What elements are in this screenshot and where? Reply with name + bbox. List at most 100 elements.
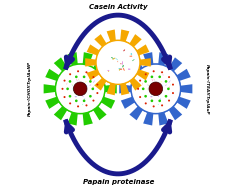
Circle shape [75,76,78,78]
Ellipse shape [72,84,74,87]
Circle shape [151,76,153,78]
Ellipse shape [170,84,171,85]
Ellipse shape [157,95,159,97]
Ellipse shape [68,73,71,74]
Ellipse shape [169,86,170,88]
Polygon shape [44,52,117,125]
Circle shape [69,102,71,104]
Circle shape [168,76,170,78]
Text: Papain proteinase: Papain proteinase [83,179,154,185]
Circle shape [66,88,69,90]
Ellipse shape [161,85,163,87]
Circle shape [172,84,174,86]
Ellipse shape [112,58,115,60]
Ellipse shape [154,78,155,81]
Circle shape [139,80,141,82]
Ellipse shape [93,80,95,83]
Circle shape [145,102,147,104]
Circle shape [69,73,71,75]
Circle shape [63,96,66,98]
Ellipse shape [142,83,143,85]
Circle shape [63,80,66,82]
Circle shape [165,80,167,83]
Circle shape [77,105,79,107]
Circle shape [69,95,71,98]
Circle shape [85,104,88,106]
Circle shape [83,99,85,102]
Circle shape [89,95,92,98]
Text: Papain-[CHO][Trp]AuNP: Papain-[CHO][Trp]AuNP [28,61,32,116]
Ellipse shape [152,79,153,81]
Ellipse shape [111,57,113,59]
Ellipse shape [78,78,79,81]
Text: Casein Activity: Casein Activity [89,4,148,10]
Ellipse shape [82,95,84,97]
Ellipse shape [147,84,149,87]
Circle shape [144,80,147,83]
Circle shape [161,104,163,106]
Circle shape [89,80,92,83]
Circle shape [96,84,98,86]
FancyArrow shape [122,65,124,67]
Ellipse shape [155,86,156,88]
Circle shape [85,71,88,73]
Ellipse shape [84,72,87,73]
Ellipse shape [66,83,67,85]
Ellipse shape [150,96,152,97]
Circle shape [131,64,181,114]
Circle shape [139,96,141,98]
Ellipse shape [158,104,159,105]
Ellipse shape [93,86,94,88]
FancyArrow shape [120,63,122,64]
Ellipse shape [169,80,171,83]
Circle shape [75,99,78,102]
Circle shape [161,71,163,73]
FancyArrow shape [108,71,109,72]
Ellipse shape [160,98,161,101]
FancyArrow shape [120,68,122,70]
Ellipse shape [84,98,85,101]
Circle shape [153,70,155,72]
Circle shape [93,100,94,101]
Circle shape [62,88,63,90]
Circle shape [158,76,161,78]
FancyArrow shape [130,55,132,57]
Circle shape [93,76,94,78]
Circle shape [165,95,167,98]
Circle shape [172,92,174,94]
Ellipse shape [132,59,135,61]
Ellipse shape [144,73,147,74]
Circle shape [96,92,98,94]
Circle shape [73,82,87,96]
Ellipse shape [165,84,167,86]
FancyArrow shape [107,70,109,71]
Ellipse shape [163,74,164,75]
Circle shape [77,70,79,72]
Ellipse shape [75,96,77,97]
Polygon shape [85,29,151,95]
FancyArrow shape [131,53,132,55]
Ellipse shape [79,89,81,90]
Circle shape [96,40,140,84]
Circle shape [167,88,170,90]
Ellipse shape [82,104,83,105]
Circle shape [168,100,170,101]
Circle shape [151,99,153,102]
Ellipse shape [122,61,123,65]
Ellipse shape [76,79,78,81]
Ellipse shape [148,84,149,86]
Text: Papain-[TEA][Trp]AuP: Papain-[TEA][Trp]AuP [204,64,208,114]
Ellipse shape [74,88,76,89]
Circle shape [92,88,94,90]
Ellipse shape [154,89,156,90]
Ellipse shape [87,74,88,75]
FancyArrow shape [119,69,120,71]
Ellipse shape [72,84,73,86]
Ellipse shape [160,81,162,82]
Circle shape [144,95,147,98]
Circle shape [149,82,163,96]
Circle shape [137,88,139,90]
Ellipse shape [94,84,95,85]
FancyArrow shape [128,68,130,70]
Circle shape [83,76,85,78]
